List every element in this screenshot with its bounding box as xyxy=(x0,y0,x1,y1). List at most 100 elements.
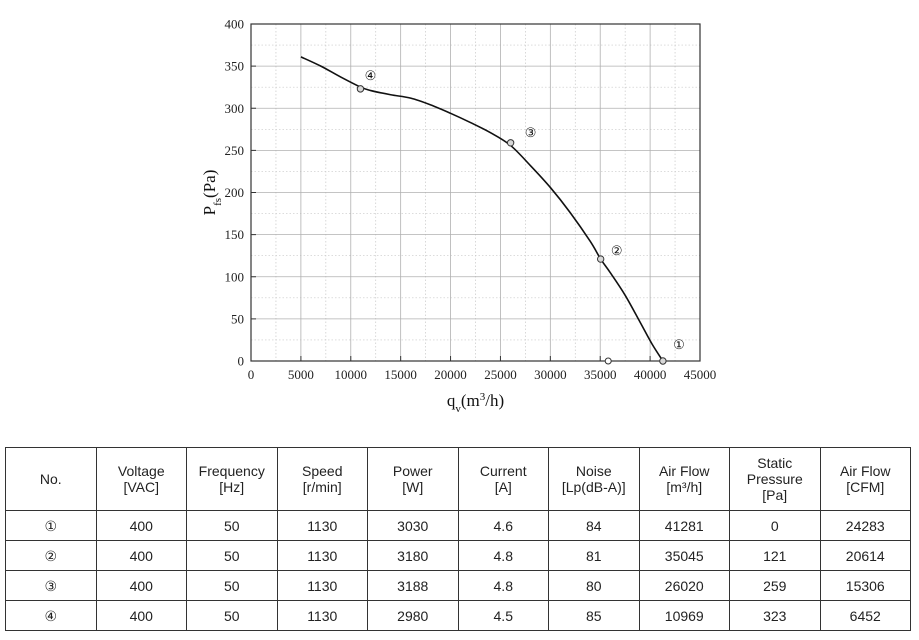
header-cell-10: Air Flow [CFM] xyxy=(819,447,911,511)
x-tick-label: 30000 xyxy=(534,367,567,382)
table-cell: 26020 xyxy=(638,570,730,601)
header-line: [W] xyxy=(402,479,424,495)
table-cell: 81 xyxy=(548,540,640,571)
table-cell: ④ xyxy=(5,600,97,631)
header-cell-5: Power [W] xyxy=(367,447,459,511)
spec-table: No. Voltage [VAC] Frequency [Hz] Speed [r/min]… xyxy=(5,447,911,631)
x-tick-label: 35000 xyxy=(584,367,617,382)
table-row: ① 400 50 1130 3030 4.6 84 41281 0 24283 xyxy=(5,510,911,541)
table-header-row: No. Voltage [VAC] Frequency [Hz] Speed [r/min]… xyxy=(5,447,911,511)
table-cell: 259 xyxy=(729,570,821,601)
table-cell: 80 xyxy=(548,570,640,601)
table-row: ③ 400 50 1130 3188 4.8 80 26020 259 15306 xyxy=(5,570,911,601)
table-cell: 24283 xyxy=(819,510,911,541)
x-tick-label: 45000 xyxy=(684,367,717,382)
header-line: Voltage xyxy=(117,463,165,479)
x-tick-label: 0 xyxy=(248,367,255,382)
y-tick-label: 350 xyxy=(225,59,245,74)
y-tick-label: 150 xyxy=(225,227,245,242)
header-line: [m³/h] xyxy=(666,479,703,495)
table-cell: 10969 xyxy=(638,600,730,631)
y-tick-label: 0 xyxy=(238,354,245,369)
table-cell: 4.6 xyxy=(457,510,549,541)
table-cell: 4.5 xyxy=(457,600,549,631)
header-cell-8: Air Flow [m³/h] xyxy=(638,447,730,511)
table-cell: 3030 xyxy=(367,510,459,541)
table-cell: 20614 xyxy=(819,540,911,571)
header-cell-2: Voltage [VAC] xyxy=(95,447,187,511)
x-tick-label: 20000 xyxy=(434,367,467,382)
table-cell: 400 xyxy=(95,540,187,571)
table-cell: 41281 xyxy=(638,510,730,541)
table-cell: 50 xyxy=(186,510,278,541)
header-line: [A] xyxy=(494,479,512,495)
point-label-4: ④ xyxy=(365,68,377,83)
table-cell: 0 xyxy=(729,510,821,541)
header-cell-6: Current [A] xyxy=(457,447,549,511)
header-line: [Hz] xyxy=(219,479,245,495)
header-line: Air Flow xyxy=(839,463,891,479)
table-cell: 1130 xyxy=(276,510,368,541)
header-line: [VAC] xyxy=(123,479,160,495)
operating-point-4 xyxy=(356,85,365,93)
table-cell: 121 xyxy=(729,540,821,571)
header-line: Current xyxy=(479,463,527,479)
x-tick-label: 15000 xyxy=(384,367,417,382)
operating-point-3 xyxy=(506,139,515,147)
y-tick-label: 300 xyxy=(225,101,245,116)
table-cell: 35045 xyxy=(638,540,730,571)
header-cell-7: Noise [Lp(dB-A)] xyxy=(548,447,640,511)
axis-marker xyxy=(604,357,612,365)
table-cell: 3180 xyxy=(367,540,459,571)
table-cell: 15306 xyxy=(819,570,911,601)
header-line: [r/min] xyxy=(302,479,342,495)
table-cell: 50 xyxy=(186,540,278,571)
table-cell: ② xyxy=(5,540,97,571)
table-cell: 50 xyxy=(186,570,278,601)
table-body: ① 400 50 1130 3030 4.6 84 41281 0 24283 ② 400 50 1130… xyxy=(5,510,911,631)
x-tick-label: 5000 xyxy=(288,367,314,382)
header-line: Static xyxy=(757,455,793,471)
header-line: Pressure xyxy=(746,471,803,487)
header-line: Speed xyxy=(302,463,343,479)
table-cell: 400 xyxy=(95,570,187,601)
header-line: [Lp(dB-A)] xyxy=(561,479,626,495)
table-cell: 84 xyxy=(548,510,640,541)
header-line: No. xyxy=(39,471,62,487)
table-cell: 6452 xyxy=(819,600,911,631)
table-cell: 400 xyxy=(95,510,187,541)
header-cell-1: No. xyxy=(5,447,97,511)
fan-performance-chart: 0 5000 10000 15000 20000 25000 30000 35000 40000… xyxy=(200,17,717,416)
header-cell-9: Static Pressure [Pa] xyxy=(729,447,821,511)
header-line: Power xyxy=(392,463,433,479)
table-cell: 4.8 xyxy=(457,570,549,601)
y-tick-label: 250 xyxy=(225,143,245,158)
table-cell: 1130 xyxy=(276,540,368,571)
y-tick-label: 400 xyxy=(225,17,245,32)
header-cell-3: Frequency [Hz] xyxy=(186,447,278,511)
header-line: Air Flow xyxy=(658,463,710,479)
table-cell: 323 xyxy=(729,600,821,631)
table-cell: 3188 xyxy=(367,570,459,601)
point-label-1: ① xyxy=(673,337,685,352)
table-row: ④ 400 50 1130 2980 4.5 85 10969 323 6452 xyxy=(5,600,911,631)
y-tick-label: 100 xyxy=(225,269,245,284)
header-line: [CFM] xyxy=(846,479,885,495)
y-axis-title: Pfs(Pa) xyxy=(200,170,224,216)
table-cell: 4.8 xyxy=(457,540,549,571)
table-cell: 400 xyxy=(95,600,187,631)
pressure-curve xyxy=(300,56,664,362)
y-tick-label: 50 xyxy=(231,311,244,326)
x-tick-label: 10000 xyxy=(335,367,368,382)
table-cell: 50 xyxy=(186,600,278,631)
point-label-2: ② xyxy=(611,243,623,258)
header-line: Frequency xyxy=(198,463,265,479)
header-cell-4: Speed [r/min] xyxy=(276,447,368,511)
header-line: [Pa] xyxy=(762,487,788,503)
point-label-3: ③ xyxy=(525,125,537,140)
x-axis-title: qv(m3/h) xyxy=(447,391,504,415)
table-cell: 1130 xyxy=(276,600,368,631)
operating-point-2 xyxy=(596,255,605,263)
table-row: ② 400 50 1130 3180 4.8 81 35045 121 20614 xyxy=(5,540,911,571)
table-cell: 85 xyxy=(548,600,640,631)
